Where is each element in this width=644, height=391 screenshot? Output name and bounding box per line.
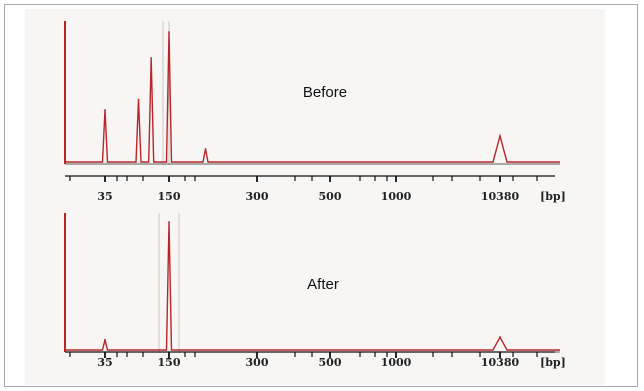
before-tick-label-10380: 10380 bbox=[481, 190, 520, 203]
chart-panel: 35 150 300 500 1000 10380 [bp] Before 35 150 300 50… bbox=[25, 9, 605, 385]
before-peak-5 bbox=[499, 135, 501, 137]
after-tick-label-150: 150 bbox=[158, 356, 181, 369]
after-tick-label-35: 35 bbox=[97, 356, 112, 369]
before-tick-label-1000: 1000 bbox=[381, 190, 412, 203]
after-title: After bbox=[307, 276, 339, 293]
before-peak-3 bbox=[168, 31, 170, 33]
before-peak-0 bbox=[104, 109, 106, 111]
before-peak-4 bbox=[204, 148, 207, 150]
before-trace bbox=[65, 31, 560, 163]
before-tick-label-150: 150 bbox=[158, 190, 181, 203]
after-axis-unit: [bp] bbox=[540, 356, 566, 369]
before-title: Before bbox=[303, 84, 347, 101]
after-tick-label-300: 300 bbox=[246, 356, 269, 369]
before-tick-label-500: 500 bbox=[319, 190, 342, 203]
after-tick-label-500: 500 bbox=[319, 356, 342, 369]
before-tick-label-300: 300 bbox=[246, 190, 269, 203]
after-tick-label-1000: 1000 bbox=[381, 356, 412, 369]
after-peak-0 bbox=[104, 338, 106, 341]
before-peak-1 bbox=[137, 98, 140, 101]
before-axis-unit: [bp] bbox=[540, 190, 566, 203]
before-tick-label-35: 35 bbox=[97, 190, 112, 203]
figure-frame: 35 150 300 500 1000 10380 [bp] Before 35 150 300 50… bbox=[4, 4, 638, 387]
after-tick-label-10380: 10380 bbox=[481, 356, 520, 369]
after-peak-2 bbox=[499, 336, 501, 339]
after-peak-1 bbox=[168, 221, 170, 223]
before-peak-2 bbox=[150, 57, 153, 59]
electropherogram-svg: 35 150 300 500 1000 10380 [bp] Before 35 150 300 50… bbox=[64, 21, 566, 369]
